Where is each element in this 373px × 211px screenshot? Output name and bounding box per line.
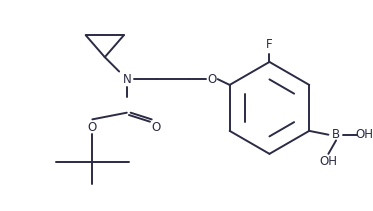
Text: O: O — [152, 120, 161, 134]
Text: B: B — [332, 128, 340, 141]
Text: OH: OH — [319, 155, 338, 168]
Text: N: N — [122, 73, 131, 86]
Text: O: O — [88, 120, 97, 134]
Text: OH: OH — [356, 128, 373, 141]
Text: O: O — [207, 73, 217, 86]
Text: F: F — [266, 38, 273, 51]
